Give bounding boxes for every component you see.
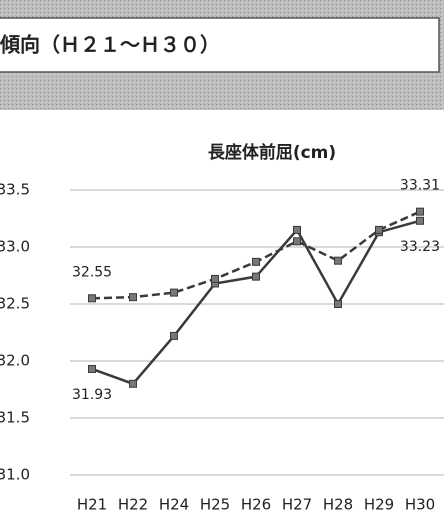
point-marker	[88, 294, 96, 303]
y-tick-label: 31.5	[0, 409, 30, 427]
x-tick-label: H30	[405, 496, 435, 514]
y-tick-label: 32.0	[0, 352, 30, 370]
data-label: 31.93	[72, 387, 112, 403]
x-tick-label: H26	[241, 496, 271, 514]
x-tick-label: H27	[282, 496, 312, 514]
header-title: 傾向（Ｈ２１～Ｈ３０）	[0, 33, 220, 57]
y-tick-label: 31.0	[0, 466, 30, 484]
point-marker	[252, 272, 260, 281]
x-tick-label: H28	[323, 496, 353, 514]
point-marker	[334, 256, 342, 265]
point-marker	[416, 207, 424, 216]
y-tick-label: 33.5	[0, 181, 30, 199]
x-tick-label: H21	[77, 496, 107, 514]
series-line	[91, 219, 421, 386]
chart-title: 長座体前屈(cm)	[208, 142, 336, 163]
x-tick-label: H29	[364, 496, 394, 514]
point-marker	[129, 379, 137, 388]
point-marker	[334, 300, 342, 308]
data-label: 32.55	[72, 264, 112, 280]
point-marker	[170, 288, 178, 297]
header-box	[0, 17, 440, 73]
x-tick-label: H25	[200, 496, 230, 514]
point-marker	[252, 257, 260, 266]
point-marker	[170, 331, 178, 340]
x-tick-label: H22	[118, 496, 148, 514]
point-marker	[293, 237, 301, 246]
point-marker	[375, 225, 383, 234]
point-marker	[211, 274, 219, 283]
x-tick-label: H24	[159, 496, 189, 514]
data-label: 33.23	[400, 239, 440, 255]
point-marker	[416, 216, 424, 225]
series-line	[91, 210, 421, 300]
point-marker	[293, 225, 301, 234]
data-label: 33.31	[400, 178, 440, 194]
point-marker	[129, 293, 137, 302]
y-tick-label: 33.0	[0, 238, 30, 256]
point-marker	[88, 364, 96, 373]
y-tick-label: 32.5	[0, 295, 30, 313]
